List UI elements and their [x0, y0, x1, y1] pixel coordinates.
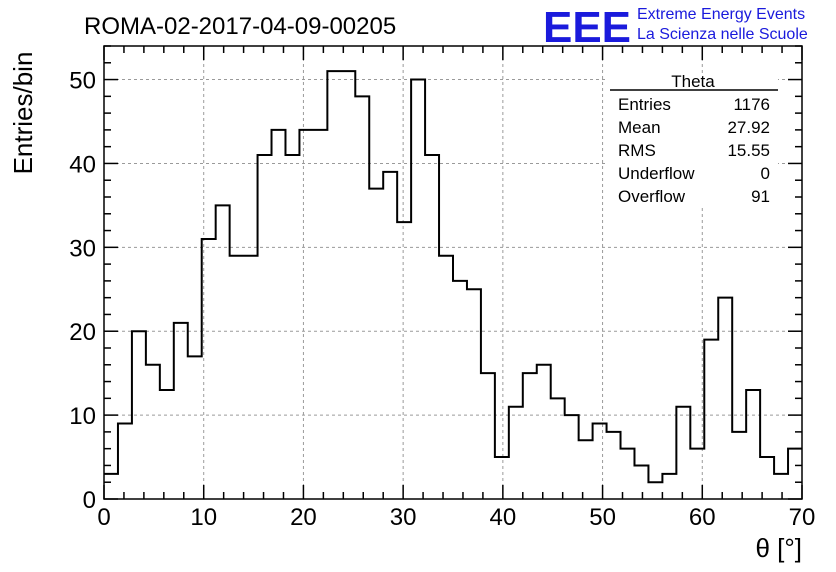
stats-row-label: Mean	[618, 118, 661, 137]
histogram-bin	[104, 474, 118, 499]
histogram-bin	[788, 449, 802, 499]
x-tick-label: 40	[490, 504, 517, 531]
histogram-bin	[160, 390, 174, 499]
stats-row-value: 91	[751, 187, 770, 206]
histogram-bin	[634, 465, 648, 499]
histogram-bin	[704, 340, 718, 499]
histogram-bin	[495, 457, 509, 499]
histogram-bin	[174, 323, 188, 499]
histogram-bin	[383, 172, 397, 499]
histogram-bin	[453, 281, 467, 499]
histogram-bin	[355, 96, 369, 499]
y-tick-label: 50	[69, 68, 96, 95]
histogram-bin	[774, 474, 788, 499]
stats-rows: Entries 1176 Mean 27.92 RMS 15.55 Underflow 0 Ov…	[618, 95, 770, 206]
stats-row-value: 1176	[733, 95, 770, 114]
histogram-bin	[732, 432, 746, 499]
eee-logo-mark: EEE	[543, 3, 631, 52]
histogram-bin	[397, 222, 411, 499]
histogram-bin	[230, 256, 244, 499]
histogram-bin	[760, 457, 774, 499]
histogram-bin	[718, 298, 732, 499]
stats-box-background	[608, 74, 778, 208]
y-tick-label: 0	[83, 487, 96, 514]
x-tick-label: 10	[190, 504, 217, 531]
histogram-bin	[481, 373, 495, 499]
histogram-bin	[676, 407, 690, 499]
x-tick-label: 0	[97, 504, 110, 531]
stats-row-label: Entries	[618, 95, 671, 114]
histogram-bin	[607, 432, 621, 499]
histogram-bin	[551, 398, 565, 499]
logo-line-2: La Scienza nelle Scuole	[637, 26, 808, 43]
histogram-bin	[188, 356, 202, 499]
x-tick-label: 50	[589, 504, 616, 531]
histogram-bin	[327, 71, 341, 499]
histogram-bin	[369, 189, 383, 499]
y-axis-label: Entries/bin	[8, 52, 38, 175]
chart-title: ROMA-02-2017-04-09-00205	[84, 13, 396, 40]
histogram-bin	[244, 256, 258, 499]
logo-line-1: Extreme Energy Events	[637, 6, 805, 23]
plot-frame	[103, 45, 803, 500]
stats-box: Theta Entries 1176 Mean 27.92 RMS 15.55 Underf…	[608, 72, 778, 208]
histogram-bin	[313, 130, 327, 499]
histogram-bin	[621, 449, 635, 499]
x-tick-label: 20	[290, 504, 317, 531]
histogram-bin	[523, 373, 537, 499]
histogram-bin	[467, 289, 481, 499]
histogram-bin	[439, 256, 453, 499]
histogram-bin	[537, 365, 551, 499]
histogram-bin	[662, 474, 676, 499]
x-tick-label: 60	[689, 504, 716, 531]
y-tick-label: 10	[69, 403, 96, 430]
stats-row-value: 0	[761, 164, 770, 183]
histogram-bin	[272, 130, 286, 499]
histogram-bin	[118, 424, 132, 500]
histogram-step-line	[104, 70, 802, 484]
histogram-bin	[411, 80, 425, 499]
histogram-bin	[341, 71, 355, 499]
x-axis-label: θ [°]	[755, 533, 802, 563]
histogram-bin	[746, 390, 760, 499]
histogram-bin	[216, 205, 230, 499]
y-tick-label: 20	[69, 319, 96, 346]
histogram-bin	[202, 239, 216, 499]
histogram-bin	[509, 407, 523, 499]
stats-row-value: 15.55	[727, 141, 770, 160]
histogram-bin	[690, 449, 704, 499]
tick-labels: 0 10 20 30 40 50 60 70 0 10 20 30 40 50	[69, 68, 815, 531]
stats-row-value: 27.92	[727, 118, 770, 137]
stats-row-label: Overflow	[618, 187, 686, 206]
stats-row-label: RMS	[618, 141, 656, 160]
histogram-bin	[425, 155, 439, 499]
y-tick-label: 40	[69, 151, 96, 178]
x-tick-label: 30	[390, 504, 417, 531]
histogram-bin	[285, 155, 299, 499]
stats-row-label: Underflow	[618, 164, 695, 183]
histogram-bin	[593, 424, 607, 500]
stats-box-title: Theta	[671, 72, 715, 91]
histogram-bin	[579, 440, 593, 499]
histogram-bin	[132, 331, 146, 499]
histogram-bin	[146, 365, 160, 499]
y-tick-label: 30	[69, 235, 96, 262]
histogram-bin	[565, 415, 579, 499]
histogram-bin	[258, 155, 272, 499]
x-tick-label: 70	[789, 504, 816, 531]
histogram-bin	[299, 130, 313, 499]
histogram-bin	[648, 482, 662, 499]
grid-lines	[104, 46, 802, 499]
